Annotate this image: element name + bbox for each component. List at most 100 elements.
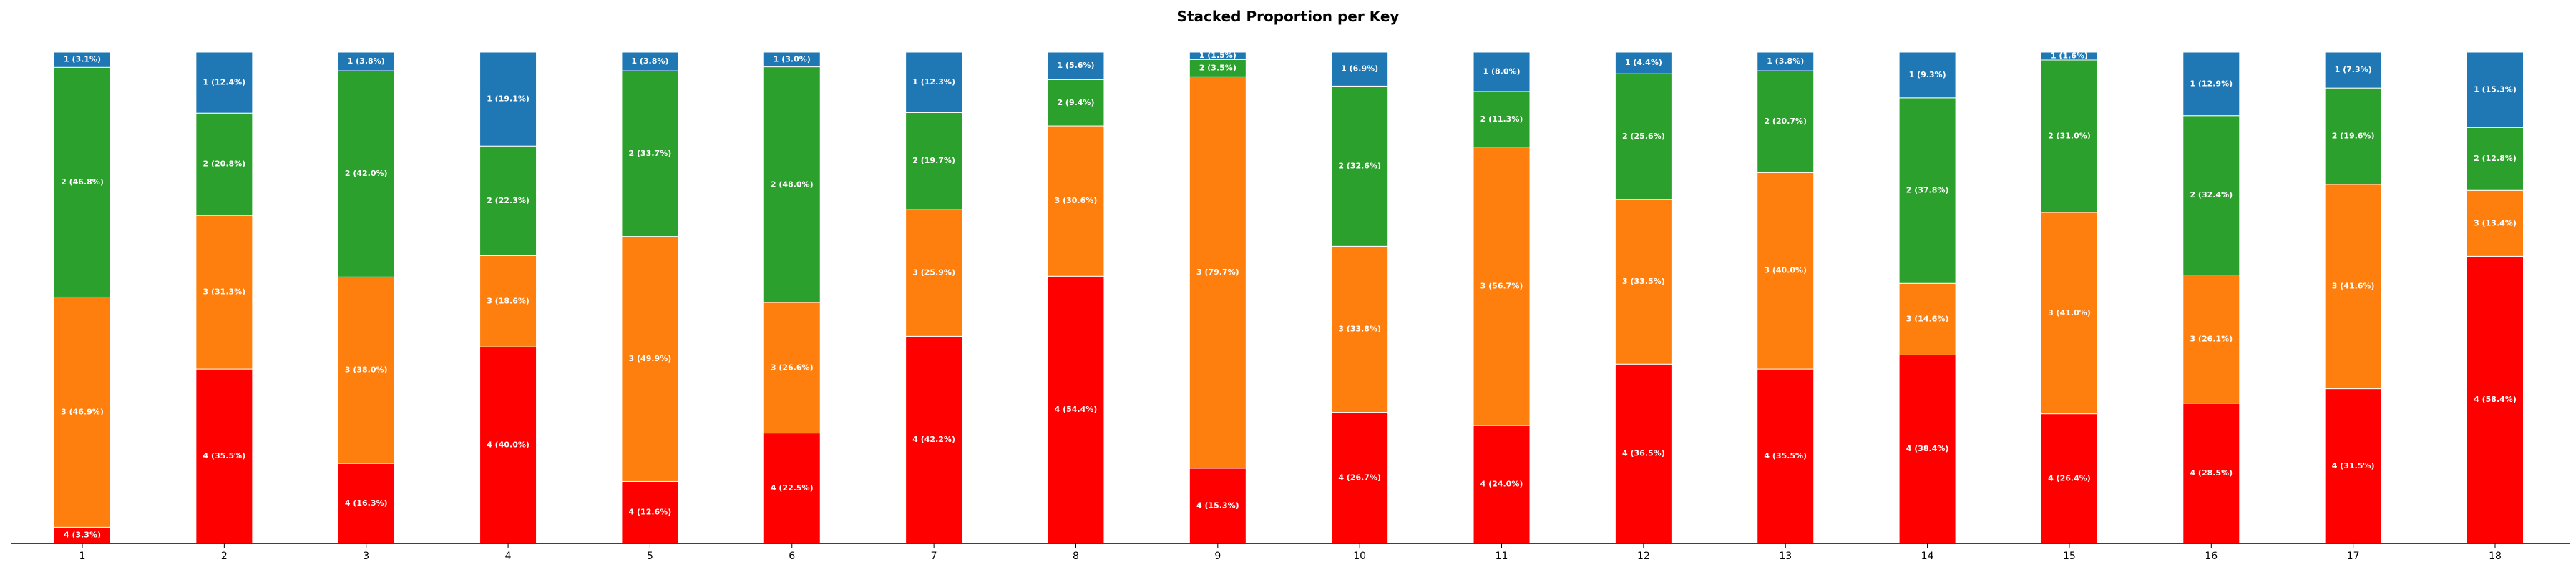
bar-segment-18-key-2	[2467, 127, 2524, 191]
bar-segment-5-key-2	[621, 70, 679, 237]
segment-label-18-key-4: 4 (58.4%)	[2474, 395, 2517, 404]
segment-label-12-key-2: 2 (25.6%)	[1622, 132, 1665, 141]
segment-label-5-key-2: 2 (33.7%)	[629, 149, 672, 158]
bar-segment-2-key-1	[195, 51, 253, 114]
bar-segment-9-key-1	[1189, 51, 1246, 60]
bar-segment-3-key-3	[337, 276, 395, 464]
segment-label-12-key-3: 3 (33.5%)	[1622, 277, 1665, 286]
segment-label-6-key-1: 1 (3.0%)	[774, 54, 811, 64]
x-tick-label-3: 3	[363, 551, 369, 562]
segment-label-8-key-2: 2 (9.4%)	[1057, 98, 1094, 107]
x-tick-label-4: 4	[505, 551, 512, 562]
bar-segment-1-key-3	[54, 296, 111, 528]
x-tick-label-5: 5	[647, 551, 653, 562]
x-tick-label-17: 17	[2347, 551, 2360, 562]
x-tick-label-15: 15	[2063, 551, 2076, 562]
bar-segment-16-key-4	[2182, 403, 2240, 544]
segment-label-1-key-1: 1 (3.1%)	[64, 55, 101, 64]
bar-segment-8-key-4	[1047, 275, 1105, 544]
x-tick-label-18: 18	[2489, 551, 2502, 562]
bar-segment-10-key-3	[1331, 245, 1389, 413]
chart-title: Stacked Proportion per Key	[1177, 8, 1400, 25]
segment-label-15-key-2: 2 (31.0%)	[2048, 131, 2091, 140]
bar-segment-15-key-4	[2040, 413, 2098, 544]
bar-segment-13-key-3	[1757, 172, 1815, 370]
segment-label-18-key-1: 1 (15.3%)	[2474, 85, 2517, 94]
bar-segment-5-key-3	[621, 236, 679, 482]
segment-label-16-key-3: 3 (26.1%)	[2190, 334, 2233, 343]
x-tick-label-10: 10	[1353, 551, 1366, 562]
bar-segment-6-key-2	[763, 66, 821, 303]
bar-segment-16-key-2	[2182, 115, 2240, 276]
bar-segment-3-key-2	[337, 70, 395, 277]
bar-segment-6-key-1	[763, 51, 821, 68]
bar-segment-7-key-4	[905, 335, 963, 544]
segment-label-8-key-1: 1 (5.6%)	[1057, 61, 1094, 70]
bar-segment-16-key-3	[2182, 275, 2240, 404]
bar-segment-4-key-1	[479, 51, 537, 147]
segment-label-1-key-4: 4 (3.3%)	[64, 531, 101, 540]
bar-segment-1-key-1	[54, 51, 111, 68]
segment-label-17-key-2: 2 (19.6%)	[2332, 131, 2375, 140]
x-tick-label-1: 1	[79, 551, 86, 562]
bar-segment-5-key-4	[621, 480, 679, 544]
segment-label-2-key-1: 1 (12.4%)	[203, 78, 246, 87]
x-tick-label-9: 9	[1214, 551, 1221, 562]
bar-segment-17-key-1	[2324, 51, 2382, 89]
segment-label-3-key-2: 2 (42.0%)	[345, 169, 388, 178]
bar-segment-3-key-4	[337, 463, 395, 544]
segment-label-5-key-1: 1 (3.8%)	[631, 56, 668, 66]
segment-label-9-key-4: 4 (15.3%)	[1196, 500, 1239, 510]
segment-label-4-key-1: 1 (19.1%)	[487, 94, 530, 104]
segment-label-11-key-4: 4 (24.0%)	[1480, 480, 1523, 489]
segment-label-18-key-2: 2 (12.8%)	[2474, 154, 2517, 163]
bar-segment-13-key-4	[1757, 368, 1815, 544]
segment-label-7-key-3: 3 (25.9%)	[912, 267, 955, 277]
bar-segment-7-key-1	[905, 51, 963, 113]
bar-segment-9-key-3	[1189, 76, 1246, 469]
bar-segment-2-key-2	[195, 112, 253, 216]
bar-segment-15-key-1	[2040, 51, 2098, 61]
segment-label-16-key-4: 4 (28.5%)	[2190, 468, 2233, 478]
bar-segment-8-key-1	[1047, 51, 1105, 80]
segment-label-2-key-3: 3 (31.3%)	[203, 287, 246, 297]
segment-label-14-key-4: 4 (38.4%)	[1906, 444, 1949, 453]
segment-labels-layer: 4 (3.3%) 3 (46.9%) 2 (46.8%) 1 (3.1%) 4 (35.…	[61, 51, 2517, 540]
bar-segment-14-key-2	[1898, 97, 1956, 284]
x-tick-label-6: 6	[789, 551, 795, 562]
bar-segment-6-key-3	[763, 302, 821, 434]
x-tick-label-8: 8	[1073, 551, 1079, 562]
x-tick-label-13: 13	[1779, 551, 1792, 562]
x-tick-label-12: 12	[1637, 551, 1650, 562]
segment-label-4-key-2: 2 (22.3%)	[487, 196, 530, 205]
x-tick-label-7: 7	[931, 551, 937, 562]
x-tick-label-16: 16	[2205, 551, 2218, 562]
segment-label-11-key-3: 3 (56.7%)	[1480, 281, 1523, 290]
segment-label-8-key-3: 3 (30.6%)	[1055, 196, 1098, 205]
segment-label-2-key-2: 2 (20.8%)	[203, 159, 246, 169]
bar-segment-5-key-1	[621, 51, 679, 72]
segment-label-10-key-2: 2 (32.6%)	[1338, 161, 1381, 170]
bar-segment-18-key-4	[2467, 255, 2524, 544]
segment-label-11-key-2: 2 (11.3%)	[1480, 114, 1523, 124]
bar-segment-15-key-3	[2040, 212, 2098, 415]
bar-segment-7-key-3	[905, 209, 963, 337]
bar-segment-14-key-3	[1898, 282, 1956, 355]
x-tick-label-11: 11	[1496, 551, 1508, 562]
segment-label-12-key-1: 1 (4.4%)	[1625, 58, 1662, 67]
segment-label-6-key-4: 4 (22.5%)	[771, 483, 814, 493]
segment-label-17-key-1: 1 (7.3%)	[2335, 65, 2372, 74]
bars-layer	[54, 51, 2524, 544]
segment-label-1-key-2: 2 (46.8%)	[61, 177, 104, 187]
segment-label-7-key-1: 1 (12.3%)	[912, 77, 955, 87]
segment-label-10-key-1: 1 (6.9%)	[1341, 64, 1378, 74]
bar-segment-12-key-1	[1614, 51, 1672, 74]
bar-segment-10-key-1	[1331, 51, 1389, 87]
bar-segment-13-key-1	[1757, 51, 1815, 72]
bar-segment-8-key-2	[1047, 79, 1105, 127]
bar-segment-6-key-4	[763, 433, 821, 544]
segment-label-16-key-2: 2 (32.4%)	[2190, 190, 2233, 199]
segment-label-13-key-2: 2 (20.7%)	[1764, 117, 1807, 126]
